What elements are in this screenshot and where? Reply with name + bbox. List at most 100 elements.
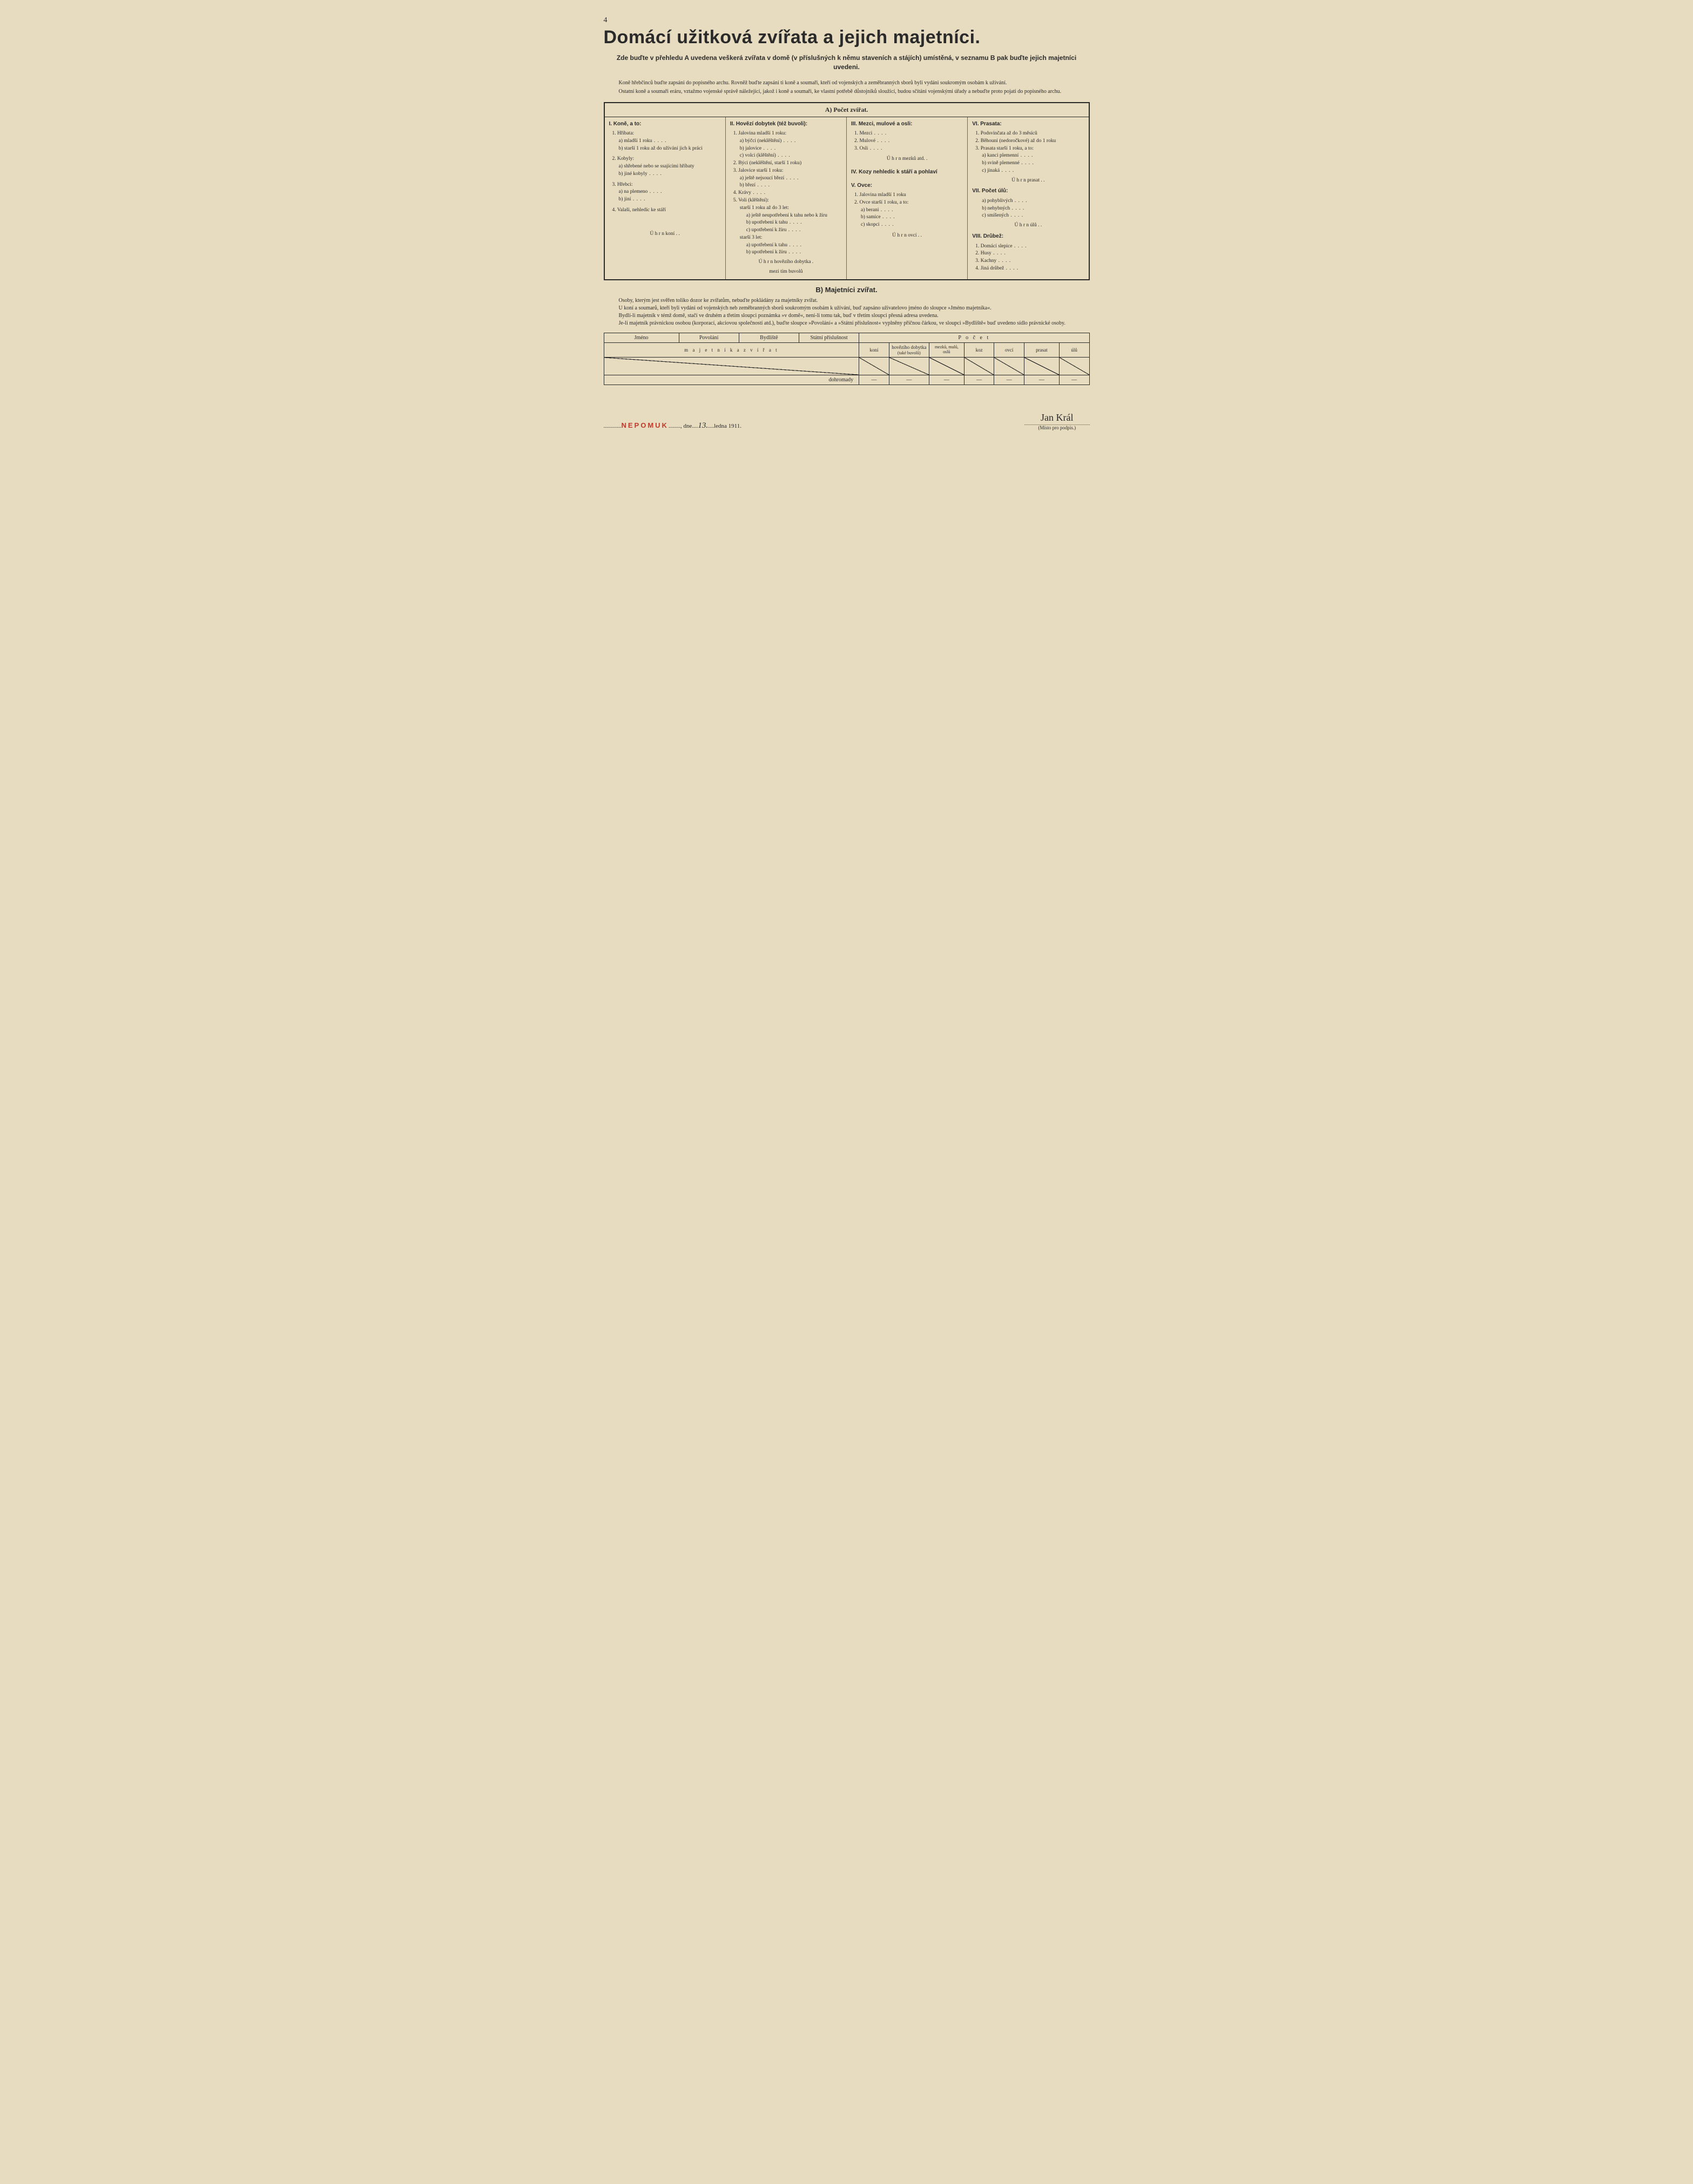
signature-label: (Místo pro podpis.) bbox=[1038, 425, 1076, 430]
th-hov-tiny: (také buvolů) bbox=[898, 350, 921, 355]
intro-p2: Ostatní koně a soumaři eráru, vztažmo vo… bbox=[604, 88, 1090, 96]
col4-uhrn7: Ú h r n úlů . . bbox=[972, 222, 1084, 230]
col1-i4: 4. Valaši, nehledíc ke stáří bbox=[612, 207, 721, 214]
col3-i5-2c: c) skopci bbox=[861, 221, 963, 229]
col4-uhrn: Ú h r n prasat . . bbox=[972, 177, 1084, 185]
col3-i3: 3. Osli bbox=[854, 145, 963, 153]
col4-i3c: c) jinaká bbox=[982, 167, 1084, 175]
table-row-total: dohromady — — — — — — — bbox=[604, 375, 1089, 385]
b-p2: U koní a soumarů, kteří byli vydáni od v… bbox=[604, 305, 1090, 312]
th-ovci: ovcí bbox=[994, 342, 1024, 358]
col4-i7b: b) nehybných bbox=[982, 205, 1084, 213]
main-title: Domácí užitková zvířata a jejich majetní… bbox=[604, 27, 1090, 48]
col3-i1: 1. Mezci bbox=[854, 130, 963, 138]
footer-month: ledna 1911. bbox=[714, 423, 741, 429]
col4-h7: VII. Počet úlů: bbox=[972, 187, 1084, 196]
col3-i5-2: 2. Ovce starší 1 roku, a to: bbox=[854, 199, 963, 207]
col1-i1: 1. Hříbata: bbox=[612, 130, 721, 138]
col1-uhrn: Ú h r n koní . . bbox=[609, 231, 721, 238]
col4-i8-3: 3. Kachny bbox=[975, 258, 1084, 265]
th-pocet: P o č e t bbox=[859, 333, 1089, 342]
col2-i1c: c) volci (klěštění) bbox=[740, 152, 842, 160]
b-p3: Bydlí-li majetník v témž domě, stačí ve … bbox=[604, 312, 1090, 320]
th-koz: koz bbox=[964, 342, 994, 358]
total-cell: — bbox=[1024, 375, 1059, 385]
col2-i1: 1. Jalovina mladší 1 roku: bbox=[733, 130, 842, 138]
col4-heading: VI. Prasata: bbox=[972, 120, 1084, 129]
col4-i8-1: 1. Domácí slepice bbox=[975, 243, 1084, 251]
th-povolani: Povolání bbox=[679, 333, 739, 342]
col2-i4: 4. Krávy bbox=[733, 190, 842, 197]
col4-i7c: c) smíšených bbox=[982, 212, 1084, 220]
col1-i2b: b) jiné kobyly bbox=[619, 171, 721, 178]
col-pigs-hives-poultry: VI. Prasata: 1. Podsvinčata až do 3 měsí… bbox=[968, 117, 1088, 279]
col2-i1b: b) jalovice bbox=[740, 145, 842, 153]
page-number: 4 bbox=[604, 16, 1090, 25]
cell-diag bbox=[889, 358, 929, 375]
cell-diag bbox=[1024, 358, 1059, 375]
col3-uhrn5: Ú h r n ovcí . . bbox=[851, 232, 963, 240]
th-statni: Státní příslušnost bbox=[799, 333, 859, 342]
col1-heading: I. Koně, a to: bbox=[609, 120, 721, 129]
col2-i5b: b) upotřebení k tahu bbox=[746, 219, 842, 227]
th-hov-txt: hovězího dobytka bbox=[892, 345, 926, 350]
col2-i5d: a) upotřebení k tahu bbox=[746, 242, 842, 250]
col3-h4: IV. Kozy nehledíc k stáří a pohlaví bbox=[851, 168, 963, 177]
col4-i8-4: 4. Jiná drůbež bbox=[975, 265, 1084, 273]
date-handwritten: 13. bbox=[698, 421, 708, 430]
col-cattle: II. Hovězí dobytek (též buvoli): 1. Jalo… bbox=[726, 117, 847, 279]
col2-i1a: a) býčci (neklěštění) bbox=[740, 138, 842, 145]
cell-diag bbox=[994, 358, 1024, 375]
col4-i1: 1. Podsvinčata až do 3 měsíců bbox=[975, 130, 1084, 138]
col4-i3: 3. Prasata starší 1 roku, a to: bbox=[975, 145, 1084, 153]
th-ulu: úlů bbox=[1059, 342, 1089, 358]
census-form-page: 4 Domácí užitková zvířata a jejich majet… bbox=[577, 0, 1117, 680]
col1-i2: 2. Kobyly: bbox=[612, 156, 721, 163]
total-cell: — bbox=[1059, 375, 1089, 385]
col2-i5c: c) upotřebení k žíru bbox=[746, 227, 842, 234]
col2-i3a: a) ještě nejsoucí březí bbox=[740, 175, 842, 183]
signature-block: Jan Král (Místo pro podpis.) bbox=[1024, 412, 1089, 430]
animal-count-columns: I. Koně, a to: 1. Hříbata: a) mladší 1 r… bbox=[605, 117, 1089, 279]
owners-header-row2: m a j e t n í k a z v í ř a t koní hověz… bbox=[604, 342, 1089, 358]
owners-table: Jméno Povolání Bydliště Státní příslušno… bbox=[604, 333, 1090, 386]
owners-empty-diag bbox=[604, 358, 859, 375]
th-majetnika: m a j e t n í k a z v í ř a t bbox=[604, 342, 859, 358]
th-bydliste: Bydliště bbox=[739, 333, 799, 342]
section-b-intro: Osoby, kterým jest svěřen toliko dozor k… bbox=[604, 297, 1090, 327]
total-cell: — bbox=[859, 375, 889, 385]
signature-script: Jan Král bbox=[1024, 412, 1089, 425]
col4-i7a: a) pohyblivých bbox=[982, 198, 1084, 205]
col3-i2: 2. Mulové bbox=[854, 138, 963, 145]
col2-i3b: b) březí bbox=[740, 182, 842, 190]
col3-i5-2b: b) samice bbox=[861, 214, 963, 221]
col1-i2a: a) shřebené nebo se ssajícími hříbaty bbox=[619, 163, 721, 171]
col2-i3: 3. Jalovice starší 1 roku: bbox=[733, 167, 842, 175]
total-cell: — bbox=[889, 375, 929, 385]
col2-i5: 5. Voli (klěštění): bbox=[733, 197, 842, 205]
footer-dne: , dne bbox=[680, 423, 692, 429]
footer-left: ............NEPOMUK........, dne....13..… bbox=[604, 421, 742, 430]
th-prasat: prasat bbox=[1024, 342, 1059, 358]
col2-i5a: a) ještě neupotřebení k tahu nebo k žíru bbox=[746, 212, 842, 220]
subtitle: Zde buďte v přehledu A uvedena veškerá z… bbox=[604, 53, 1090, 72]
td-dohromady: dohromady bbox=[604, 375, 859, 385]
section-a-box: A) Počet zvířat. I. Koně, a to: 1. Hříba… bbox=[604, 102, 1090, 280]
col3-uhrn: Ú h r n mezků atd. . bbox=[851, 156, 963, 163]
col2-heading: II. Hovězí dobytek (též buvoli): bbox=[730, 120, 842, 129]
owners-header-row1: Jméno Povolání Bydliště Státní příslušno… bbox=[604, 333, 1089, 342]
col-horses: I. Koně, a to: 1. Hříbata: a) mladší 1 r… bbox=[605, 117, 726, 279]
col2-uhrn2: mezi tím buvolů bbox=[730, 268, 842, 276]
cell-diag bbox=[859, 358, 889, 375]
col3-i5-2a: a) berani bbox=[861, 207, 963, 214]
col2-i5-sub: starší 1 roku až do 3 let: bbox=[740, 205, 842, 212]
b-p1: Osoby, kterým jest svěřen toliko dozor k… bbox=[604, 297, 1090, 305]
cell-diag bbox=[964, 358, 994, 375]
col1-i3: 3. Hřebci: bbox=[612, 181, 721, 189]
intro-p1: Koně hřebčinců buďte zapsáni do popisnéh… bbox=[604, 79, 1090, 87]
section-a-title: A) Počet zvířat. bbox=[605, 103, 1089, 117]
col4-h8: VIII. Drůbež: bbox=[972, 233, 1084, 241]
col2-i5e: b) upotřebení k žíru bbox=[746, 249, 842, 257]
th-mez: mezků, mulů, oslů bbox=[929, 342, 964, 358]
col4-i3b: b) svině plemenné bbox=[982, 160, 1084, 167]
